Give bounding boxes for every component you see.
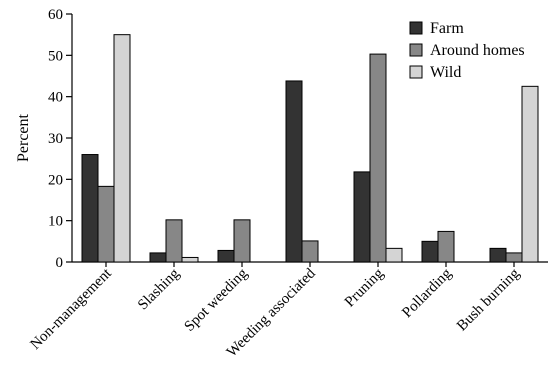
x-tick-label: Bush burning [454, 265, 523, 334]
legend-swatch [409, 65, 423, 79]
bar-farm [217, 249, 235, 263]
bar-farm [81, 154, 99, 263]
legend-swatch [409, 43, 423, 57]
bar-farm [149, 252, 167, 263]
legend-label: Wild [430, 64, 461, 81]
bar-wild [181, 256, 199, 263]
y-tick-label: 60 [48, 7, 63, 23]
legend-swatch [409, 21, 423, 35]
bar-farm [421, 240, 439, 263]
bar-farm [353, 171, 371, 263]
bar-wild [521, 85, 539, 263]
legend-label: Around homes [430, 42, 525, 59]
bar-around-homes [369, 53, 387, 263]
bar-wild [385, 247, 403, 263]
y-axis: 0 10 20 30 40 50 60 [48, 7, 73, 271]
bar-around-homes [437, 230, 455, 263]
bar-around-homes [301, 240, 319, 263]
bar-around-homes [233, 219, 251, 263]
legend-label: Farm [430, 20, 464, 37]
y-tick-label: 30 [48, 131, 63, 147]
y-tick-label: 20 [48, 172, 63, 188]
y-tick-label: 40 [48, 90, 63, 106]
bar-around-homes [97, 185, 115, 263]
x-tick-label: Slashing [135, 265, 183, 313]
bar-farm [285, 80, 303, 263]
x-tick-label: Non-management [28, 265, 116, 353]
bar-around-homes [505, 252, 523, 263]
x-tick-label: Pollarding [399, 265, 455, 321]
y-tick-label: 50 [48, 48, 63, 64]
y-tick-label: 0 [56, 255, 64, 271]
y-axis-title: Percent [15, 113, 32, 162]
x-tick-label: Spot weeding [181, 265, 251, 335]
bar-wild [113, 34, 131, 263]
bars [81, 34, 539, 263]
x-tick-label: Pruning [342, 265, 387, 310]
y-tick-label: 10 [48, 214, 63, 230]
bar-around-homes [165, 219, 183, 263]
bar-farm [489, 247, 507, 263]
legend: Farm Around homes Wild [409, 20, 525, 81]
